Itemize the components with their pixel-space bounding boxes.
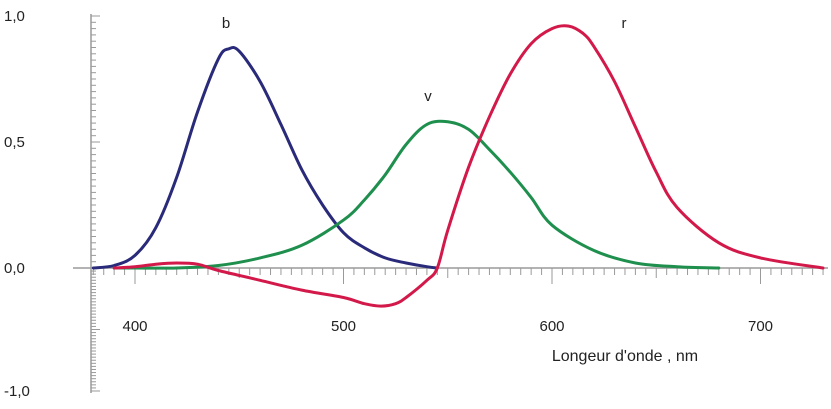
series-v-line [112, 119, 721, 270]
labels-layer: b v r [222, 15, 627, 105]
series-label-b: b [222, 15, 230, 32]
x-axis-title: Longeur d'onde , nm [552, 348, 698, 365]
series-r-line [112, 24, 825, 308]
series-b-line [91, 46, 439, 270]
x-tick-label: 400 [122, 318, 147, 335]
x-tick-label: 700 [748, 318, 773, 335]
y-tick-label: 1,0 [4, 8, 25, 25]
series-layer [91, 24, 825, 308]
y-tick-label: 0,5 [4, 134, 25, 151]
x-tick-label: 600 [539, 318, 564, 335]
series-label-r: r [622, 15, 627, 32]
y-tick-label: 0,0 [4, 260, 25, 277]
x-tick-label: 500 [331, 318, 356, 335]
series-label-v: v [424, 88, 432, 105]
axes: 1,0 0,5 0,0 -1,0 400 500 600 700 [4, 8, 828, 400]
y-tick-label: -1,0 [4, 383, 30, 400]
